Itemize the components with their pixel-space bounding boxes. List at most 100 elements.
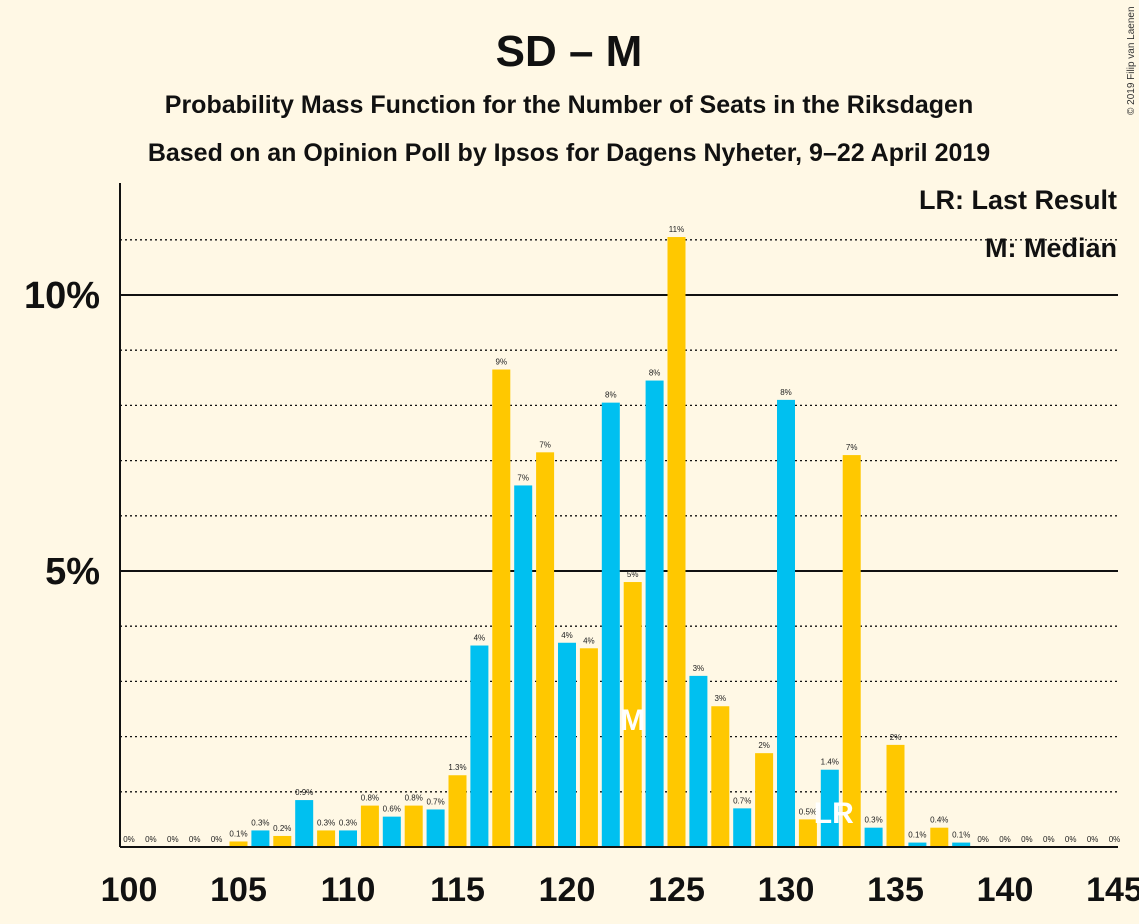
data-label-seats-135: 2% (890, 733, 902, 742)
bar-seats-130 (777, 399, 795, 847)
x-tick-label: 135 (867, 871, 924, 909)
bar-seats-117 (492, 369, 511, 847)
data-label-seats-118: 7% (517, 473, 529, 482)
bar-seats-132 (820, 769, 839, 847)
bar-seats-137 (930, 827, 949, 847)
data-labels: 0% 0% 0% 0% 0%0.1%0.3%0.2%0.9%0.3% 0.3%0.8%0.… (123, 225, 1120, 844)
data-label-seats-104: 0% (211, 835, 223, 844)
x-tick-label: 140 (977, 871, 1034, 909)
data-label-seats-103: 0% (189, 835, 201, 844)
data-label-seats-120: 4% (561, 631, 573, 640)
bar-seats-111 (360, 805, 379, 847)
data-label-seats-101: 0% (145, 835, 157, 844)
data-label-seats-143: 0% (1065, 835, 1077, 844)
data-label-seats-113: 0.8% (405, 794, 423, 803)
data-label-seats-136: 0.1% (908, 831, 926, 840)
chart-source: Based on an Opinion Poll by Ipsos for Da… (148, 139, 990, 167)
data-label-seats-128: 0.7% (733, 796, 751, 805)
data-label-seats-100: 0% (123, 835, 135, 844)
data-label-seats-102: 0% (167, 835, 179, 844)
bar-seats-114 (426, 809, 445, 847)
data-label-seats-129: 2% (758, 741, 770, 750)
axes: 5% 10% 100 105 110 115 120 125 130 135 140 145 (24, 183, 1139, 909)
data-label-seats-108: 0.9% (295, 788, 313, 797)
legend-median: M: Median (985, 233, 1117, 263)
median-marker: M (620, 704, 645, 737)
bar-seats-109 (317, 830, 336, 847)
copyright-notice: © 2019 Filip van Laenen (1126, 6, 1137, 115)
bar-seats-110 (339, 830, 357, 847)
data-label-seats-107: 0.2% (273, 824, 291, 833)
bar-seats-113 (404, 805, 423, 847)
data-label-seats-105: 0.1% (229, 829, 247, 838)
bar-seats-129 (755, 753, 774, 847)
bar-seats-112 (382, 816, 401, 847)
data-label-seats-126: 3% (693, 664, 705, 673)
bar-seats-116 (470, 645, 489, 847)
bar-seats-118 (514, 485, 533, 847)
data-label-seats-144: 0% (1087, 835, 1099, 844)
data-label-seats-127: 3% (715, 694, 727, 703)
data-label-seats-109: 0.3% (317, 818, 335, 827)
bar-seats-125 (667, 237, 686, 848)
data-label-seats-116: 4% (474, 634, 486, 643)
data-label-seats-114: 0.7% (426, 797, 444, 806)
bar-seats-138 (952, 842, 971, 847)
data-label-seats-125: 11% (669, 225, 684, 234)
x-tick-label: 100 (101, 871, 158, 909)
x-tick-label: 145 (1086, 871, 1139, 909)
bar-seats-131 (798, 819, 817, 847)
data-label-seats-111: 0.8% (361, 794, 379, 803)
data-label-seats-140: 0% (999, 835, 1011, 844)
bar-seats-124 (645, 380, 664, 847)
data-label-seats-124: 8% (649, 369, 661, 378)
x-tick-label: 125 (648, 871, 705, 909)
bar-seats-115 (448, 775, 467, 847)
data-label-seats-137: 0.4% (930, 816, 948, 825)
data-label-seats-115: 1.3% (448, 763, 466, 772)
x-tick-label: 120 (539, 871, 596, 909)
last-result-marker: LR (814, 797, 854, 830)
data-label-seats-130: 8% (780, 388, 792, 397)
data-label-seats-134: 0.3% (864, 816, 882, 825)
bar-seats-134 (864, 827, 883, 847)
bar-seats-133 (842, 455, 861, 847)
x-tick-label: 110 (321, 871, 376, 909)
bar-seats-126 (689, 675, 708, 847)
data-label-seats-145: 0% (1109, 835, 1121, 844)
legend-last-result: LR: Last Result (919, 185, 1117, 215)
data-label-seats-119: 7% (539, 440, 551, 449)
bar-seats-108 (295, 800, 314, 847)
bar-seats-119 (536, 452, 555, 847)
bars (229, 237, 971, 848)
bar-seats-135 (886, 744, 905, 847)
x-tick-label: 130 (758, 871, 815, 909)
bar-seats-122 (601, 402, 620, 847)
y-tick-label: 5% (45, 551, 100, 593)
data-label-seats-132: 1.4% (821, 758, 839, 767)
data-label-seats-112: 0.6% (383, 805, 401, 814)
chart-title: SD – M (496, 27, 643, 76)
bar-seats-106 (251, 830, 270, 847)
data-label-seats-117: 9% (496, 358, 508, 367)
data-label-seats-141: 0% (1021, 835, 1033, 844)
bar-seats-105 (229, 841, 248, 847)
data-label-seats-139: 0% (977, 835, 989, 844)
bar-seats-128 (733, 808, 752, 847)
bar-seats-120 (558, 642, 576, 847)
data-label-seats-131: 0.5% (799, 807, 817, 816)
bar-seats-123 (623, 582, 642, 847)
data-label-seats-123: 5% (627, 570, 639, 579)
bar-seats-121 (579, 648, 598, 847)
gridlines (120, 239, 1118, 793)
data-label-seats-106: 0.3% (251, 818, 269, 827)
data-label-seats-110: 0.3% (339, 818, 357, 827)
bar-seats-136 (908, 842, 927, 847)
chart-subtitle: Probability Mass Function for the Number… (165, 91, 973, 119)
data-label-seats-121: 4% (583, 636, 595, 645)
data-label-seats-138: 0.1% (952, 831, 970, 840)
x-tick-label: 115 (430, 871, 485, 909)
data-label-seats-133: 7% (846, 443, 858, 452)
data-label-seats-142: 0% (1043, 835, 1055, 844)
